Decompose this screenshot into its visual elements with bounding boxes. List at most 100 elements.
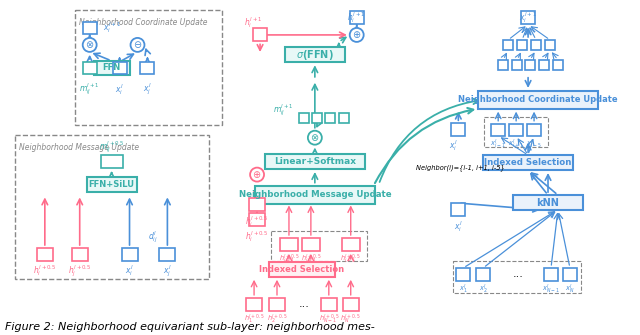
- FancyBboxPatch shape: [299, 113, 309, 123]
- Text: $x_{i-5}^l$: $x_{i-5}^l$: [526, 138, 542, 151]
- Circle shape: [131, 38, 145, 52]
- Text: $\ominus$: $\ominus$: [133, 40, 142, 50]
- FancyBboxPatch shape: [253, 28, 267, 42]
- Text: $m_{ij}^{l+0.5}$: $m_{ij}^{l+0.5}$: [99, 139, 125, 155]
- FancyBboxPatch shape: [83, 22, 97, 34]
- Text: $m_{ij}^{l+1}$: $m_{ij}^{l+1}$: [79, 82, 100, 97]
- Text: $h_i^{l+1}$: $h_i^{l+1}$: [244, 15, 262, 30]
- FancyBboxPatch shape: [544, 268, 558, 281]
- FancyBboxPatch shape: [249, 198, 265, 211]
- Text: $x_j^l$: $x_j^l$: [163, 263, 172, 279]
- FancyBboxPatch shape: [503, 40, 513, 50]
- Text: $x_1^l$: $x_1^l$: [459, 282, 468, 296]
- FancyBboxPatch shape: [483, 155, 573, 170]
- Text: $h_{i-5}^{l+0.5}$: $h_{i-5}^{l+0.5}$: [340, 253, 361, 266]
- FancyBboxPatch shape: [513, 195, 583, 210]
- FancyBboxPatch shape: [498, 60, 508, 70]
- FancyBboxPatch shape: [545, 40, 555, 50]
- Circle shape: [308, 131, 322, 145]
- Text: $x_N^l$: $x_N^l$: [565, 282, 575, 296]
- FancyBboxPatch shape: [246, 298, 262, 311]
- Text: Linear+Softmax: Linear+Softmax: [274, 157, 356, 166]
- Text: $h_i^{l+0.5}$: $h_i^{l+0.5}$: [33, 263, 56, 278]
- Text: FFN+SiLU: FFN+SiLU: [88, 180, 134, 189]
- FancyBboxPatch shape: [141, 62, 154, 74]
- FancyBboxPatch shape: [553, 60, 563, 70]
- FancyBboxPatch shape: [521, 11, 535, 24]
- FancyBboxPatch shape: [451, 123, 465, 136]
- FancyBboxPatch shape: [265, 154, 365, 169]
- Text: $h_j^{l+0.5}$: $h_j^{l+0.5}$: [68, 263, 92, 279]
- FancyBboxPatch shape: [269, 298, 285, 311]
- Text: Neighborhood Message Update: Neighborhood Message Update: [239, 190, 391, 199]
- Text: $x_i^l$: $x_i^l$: [125, 263, 134, 278]
- Text: $h_{i-1}^{l+0.5}$: $h_{i-1}^{l+0.5}$: [278, 253, 300, 266]
- Text: $\otimes$: $\otimes$: [85, 40, 94, 50]
- Text: $x_i^l$: $x_i^l$: [115, 82, 124, 97]
- Text: $\sigma$(FFN): $\sigma$(FFN): [296, 48, 333, 62]
- FancyBboxPatch shape: [280, 238, 298, 251]
- Text: kNN: kNN: [536, 198, 559, 208]
- Text: Neighborhood Message Update: Neighborhood Message Update: [19, 143, 139, 152]
- Text: Neighbor(i)={i-1, i+1, i-5}: Neighbor(i)={i-1, i+1, i-5}: [416, 164, 505, 171]
- Text: $h_1^{l+0.5}$: $h_1^{l+0.5}$: [244, 312, 264, 326]
- Circle shape: [83, 38, 97, 52]
- Text: $h_i^{l+1}$: $h_i^{l+1}$: [348, 10, 366, 25]
- FancyBboxPatch shape: [302, 238, 320, 251]
- Text: $x_i^{l+1}$: $x_i^{l+1}$: [102, 20, 121, 36]
- Text: $h_{N-1}^{l+0.5}$: $h_{N-1}^{l+0.5}$: [319, 312, 339, 326]
- FancyBboxPatch shape: [37, 248, 53, 261]
- FancyBboxPatch shape: [563, 268, 577, 281]
- FancyBboxPatch shape: [342, 238, 360, 251]
- Text: $\oplus$: $\oplus$: [352, 29, 362, 41]
- Text: Figure 2: Neighborhood equivariant sub-layer: neighborhood mes-: Figure 2: Neighborhood equivariant sub-l…: [5, 322, 375, 332]
- FancyBboxPatch shape: [255, 186, 374, 204]
- FancyBboxPatch shape: [478, 91, 598, 109]
- Text: $h_2^{l+0.5}$: $h_2^{l+0.5}$: [267, 312, 287, 326]
- Text: $x_2^l$: $x_2^l$: [479, 282, 488, 296]
- Text: $d_{ij}^l$: $d_{ij}^l$: [148, 230, 158, 245]
- Text: $x_j^l$: $x_j^l$: [143, 82, 152, 97]
- Text: ...: ...: [298, 299, 309, 309]
- FancyBboxPatch shape: [249, 213, 265, 226]
- FancyBboxPatch shape: [517, 40, 527, 50]
- FancyBboxPatch shape: [325, 113, 335, 123]
- Text: $h_i^{l+0.5}$: $h_i^{l+0.5}$: [245, 214, 269, 229]
- FancyBboxPatch shape: [159, 248, 175, 261]
- Text: $h_i^{l+0.5}$: $h_i^{l+0.5}$: [245, 229, 269, 244]
- FancyBboxPatch shape: [86, 177, 136, 192]
- FancyBboxPatch shape: [339, 113, 349, 123]
- FancyBboxPatch shape: [525, 60, 535, 70]
- FancyBboxPatch shape: [285, 47, 345, 62]
- Text: $x_{i-1}^l$: $x_{i-1}^l$: [490, 138, 506, 151]
- Text: $\oplus$: $\oplus$: [252, 169, 262, 180]
- FancyBboxPatch shape: [312, 113, 322, 123]
- Text: $m_{ij}^{l+1}$: $m_{ij}^{l+1}$: [273, 103, 294, 119]
- FancyBboxPatch shape: [456, 268, 470, 281]
- Text: $x_i^{l+1}$: $x_i^{l+1}$: [519, 10, 537, 25]
- Text: $x_{i+1}^l$: $x_{i+1}^l$: [508, 138, 524, 151]
- Text: $x_{N-1}^l$: $x_{N-1}^l$: [542, 282, 560, 296]
- Text: Neighborhood Coordinate Update: Neighborhood Coordinate Update: [458, 95, 618, 104]
- Text: $x_i^l$: $x_i^l$: [449, 138, 458, 152]
- FancyBboxPatch shape: [93, 61, 129, 75]
- FancyBboxPatch shape: [492, 124, 505, 136]
- FancyBboxPatch shape: [100, 155, 122, 168]
- Text: $\otimes$: $\otimes$: [310, 132, 319, 143]
- FancyBboxPatch shape: [122, 248, 138, 261]
- Text: Indexed Selection: Indexed Selection: [484, 158, 572, 167]
- Circle shape: [349, 28, 364, 42]
- Text: FFN: FFN: [102, 63, 121, 72]
- FancyBboxPatch shape: [512, 60, 522, 70]
- FancyBboxPatch shape: [531, 40, 541, 50]
- Circle shape: [250, 168, 264, 182]
- FancyBboxPatch shape: [343, 298, 358, 311]
- Text: $h_N^{l+0.5}$: $h_N^{l+0.5}$: [340, 312, 361, 326]
- Text: ...: ...: [513, 269, 524, 279]
- FancyBboxPatch shape: [527, 124, 541, 136]
- FancyBboxPatch shape: [509, 124, 523, 136]
- FancyBboxPatch shape: [476, 268, 490, 281]
- FancyBboxPatch shape: [349, 11, 364, 24]
- FancyBboxPatch shape: [113, 62, 127, 74]
- FancyBboxPatch shape: [83, 62, 97, 74]
